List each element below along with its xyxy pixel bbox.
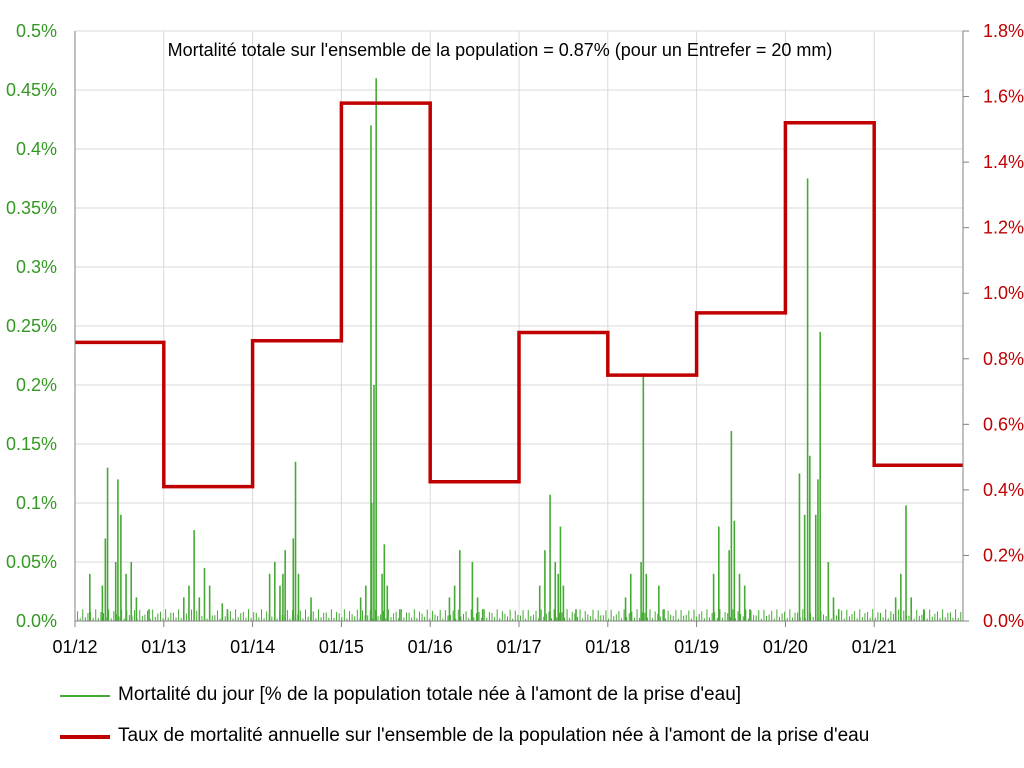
x-tick-label: 01/18 [585,637,630,657]
left-tick-label: 0.1% [16,493,57,513]
annual-step-line [75,101,963,489]
x-axis-ticks: 01/12 01/13 01/14 01/15 01/16 01/17 01/18 01/19… [52,637,896,657]
legend-label-daily: Mortalité du jour [% de la population to… [118,684,742,705]
left-tick-label: 0.0% [16,611,57,631]
chart: 0.0% 0.05% 0.1% 0.15% 0.2% 0.25% 0.3% 0.35% 0.4%… [6,21,1024,657]
legend-swatch-annual [60,735,110,739]
left-tick-label: 0.3% [16,257,57,277]
legend-item-daily: Mortalité du jour [% de la population to… [60,684,960,708]
left-tick-label: 0.45% [6,80,57,100]
axes [74,30,969,627]
left-tick-label: 0.05% [6,552,57,572]
annual-mortality-series [75,101,963,489]
right-tick-label: 0.8% [983,349,1024,369]
legend-item-annual: Taux de mortalité annuelle sur l'ensembl… [60,725,1010,749]
right-tick-label: 0.2% [983,545,1024,565]
chart-title: Mortalité totale sur l'ensemble de la po… [168,40,833,60]
right-tick-label: 1.2% [983,218,1024,238]
left-tick-label: 0.15% [6,434,57,454]
right-tick-label: 1.4% [983,152,1024,172]
x-tick-label: 01/20 [763,637,808,657]
x-tick-label: 01/14 [230,637,275,657]
left-tick-label: 0.2% [16,375,57,395]
x-tick-label: 01/19 [674,637,719,657]
x-tick-label: 01/21 [852,637,897,657]
legend-label-annual: Taux de mortalité annuelle sur l'ensembl… [118,725,870,746]
x-tick-label: 01/17 [496,637,541,657]
daily-mortality-series [74,78,962,621]
grid [75,30,964,621]
left-tick-label: 0.35% [6,198,57,218]
x-tick-label: 01/13 [141,637,186,657]
left-tick-label: 0.25% [6,316,57,336]
right-tick-label: 0.6% [983,414,1024,434]
x-tick-label: 01/12 [52,637,97,657]
right-tick-label: 0.4% [983,480,1024,500]
x-tick-label: 01/15 [319,637,364,657]
legend-swatch-daily [60,695,110,697]
left-tick-label: 0.5% [16,21,57,41]
right-tick-label: 1.8% [983,21,1024,41]
left-axis-ticks: 0.0% 0.05% 0.1% 0.15% 0.2% 0.25% 0.3% 0.35% 0.4%… [6,21,57,631]
right-tick-label: 0.0% [983,611,1024,631]
right-axis-ticks: 0.0% 0.2% 0.4% 0.6% 0.8% 1.0% 1.2% 1.4% 1.6% 1.8% [983,21,1024,631]
right-tick-label: 1.0% [983,283,1024,303]
x-tick-label: 01/16 [408,637,453,657]
left-tick-label: 0.4% [16,139,57,159]
right-tick-label: 1.6% [983,87,1024,107]
